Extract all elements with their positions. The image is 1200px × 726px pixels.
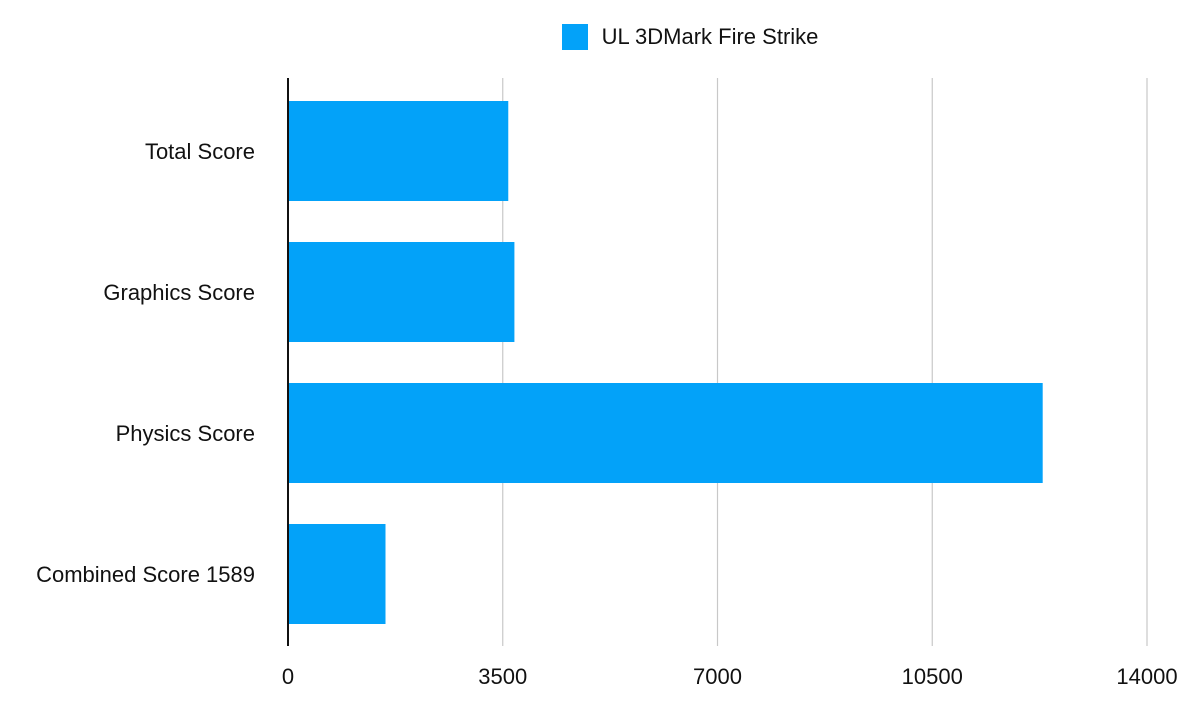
category-label-graphics-score: Graphics Score <box>103 280 255 305</box>
category-label-total-score: Total Score <box>145 139 255 164</box>
bar-total-score <box>288 101 509 201</box>
x-tick-label-7000: 7000 <box>693 664 742 689</box>
x-tick-label-14000: 14000 <box>1116 664 1177 689</box>
category-label-physics-score: Physics Score <box>116 421 255 446</box>
x-tick-label-10500: 10500 <box>902 664 963 689</box>
category-label-combined-score-1589: Combined Score 1589 <box>36 562 255 587</box>
legend-label: UL 3DMark Fire Strike <box>601 24 819 49</box>
x-tick-label-3500: 3500 <box>478 664 527 689</box>
x-tick-label-0: 0 <box>282 664 294 689</box>
bar-combined-score-1589 <box>288 524 386 624</box>
legend-swatch <box>561 24 588 50</box>
chart-legend: UL 3DMark Fire Strike <box>0 24 1200 50</box>
bar-physics-score <box>288 383 1043 483</box>
bar-graphics-score <box>288 242 515 342</box>
